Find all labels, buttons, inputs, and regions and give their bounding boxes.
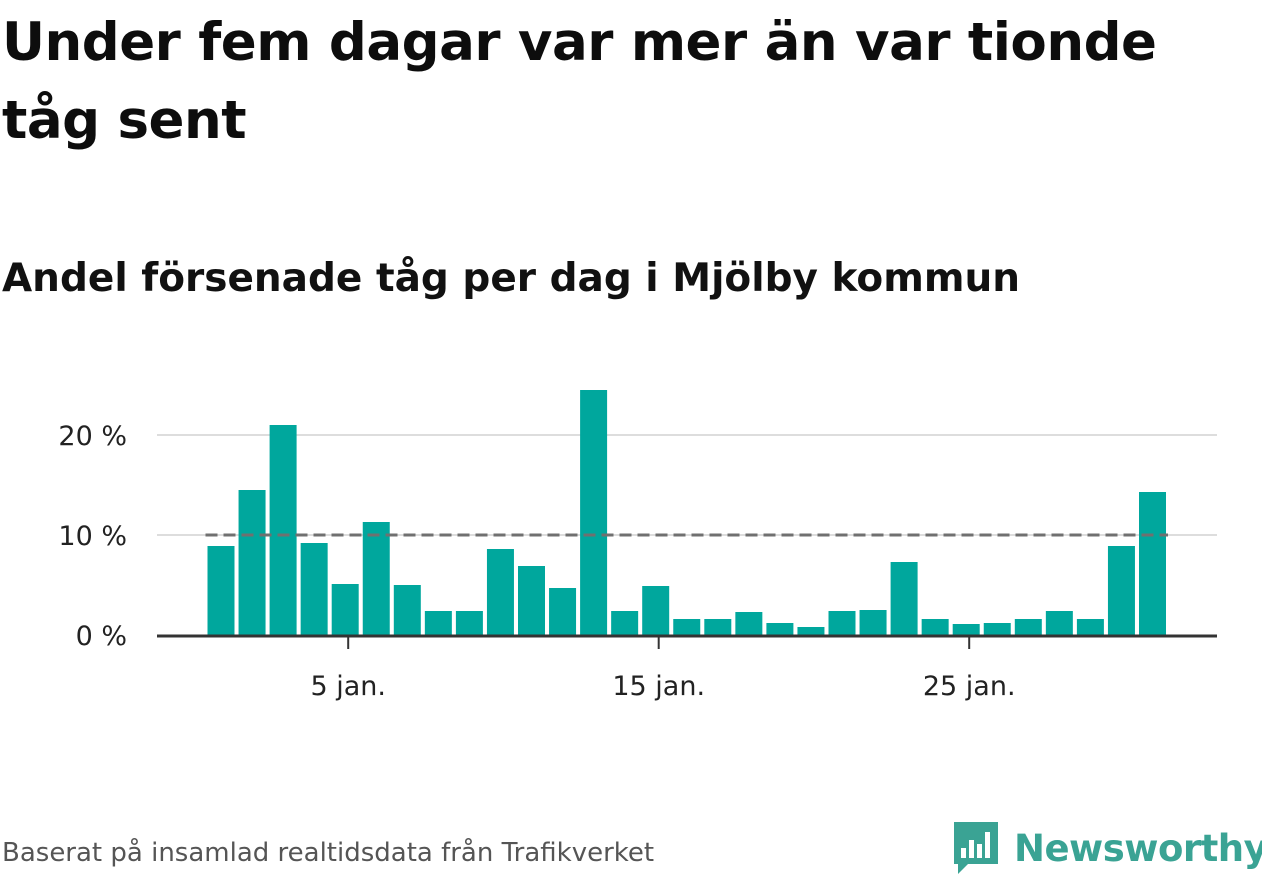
bar	[362, 522, 390, 635]
x-axis-ticks: 5 jan. 15 jan. 25 jan.	[310, 637, 1016, 702]
bar	[393, 585, 421, 635]
bar	[766, 623, 794, 635]
bar	[269, 425, 297, 635]
bar	[704, 619, 732, 635]
bar	[580, 390, 608, 635]
newsworthy-logo-icon	[954, 822, 998, 874]
bar	[642, 586, 670, 635]
y-tick-label: 0 %	[76, 621, 127, 652]
bar	[859, 610, 887, 635]
bars	[207, 390, 1166, 635]
bar	[549, 588, 577, 635]
bar	[207, 546, 235, 635]
bar	[611, 611, 639, 635]
bar	[1107, 546, 1135, 635]
y-axis-ticks: 0 % 10 % 20 %	[58, 421, 127, 652]
bar	[673, 619, 701, 635]
bar	[952, 624, 980, 635]
y-tick-label: 20 %	[58, 421, 127, 452]
bar	[1014, 619, 1042, 635]
bar-chart: 0 % 10 % 20 % 5 jan. 15 jan. 25 jan.	[58, 390, 1217, 702]
chart-subtitle: Andel försenade tåg per dag i Mjölby kom…	[2, 256, 1020, 301]
bar	[238, 490, 266, 635]
source-note: Baserat på insamlad realtidsdata från Tr…	[2, 838, 655, 868]
bar	[828, 611, 856, 635]
bar	[424, 611, 452, 635]
bar	[735, 612, 763, 635]
bar	[921, 619, 949, 635]
bar	[486, 549, 514, 635]
brand-logo: Newsworthy	[950, 818, 1262, 878]
bar	[1045, 611, 1073, 635]
x-tick-label: 25 jan.	[923, 671, 1016, 702]
bar	[890, 562, 918, 635]
gridlines	[157, 434, 1217, 536]
bar	[983, 623, 1011, 635]
chart-title: Under fem dagar var mer än var tionde tå…	[2, 12, 1157, 151]
y-tick-label: 10 %	[58, 521, 127, 552]
brand-name: Newsworthy	[1014, 826, 1262, 870]
x-tick-label: 5 jan.	[310, 671, 386, 702]
bar	[797, 627, 825, 635]
bar	[455, 611, 483, 635]
bar	[518, 566, 545, 635]
bar	[331, 584, 359, 635]
bar	[1076, 619, 1104, 635]
bar	[300, 543, 328, 635]
bar	[1139, 492, 1166, 635]
x-tick-label: 15 jan.	[612, 671, 705, 702]
